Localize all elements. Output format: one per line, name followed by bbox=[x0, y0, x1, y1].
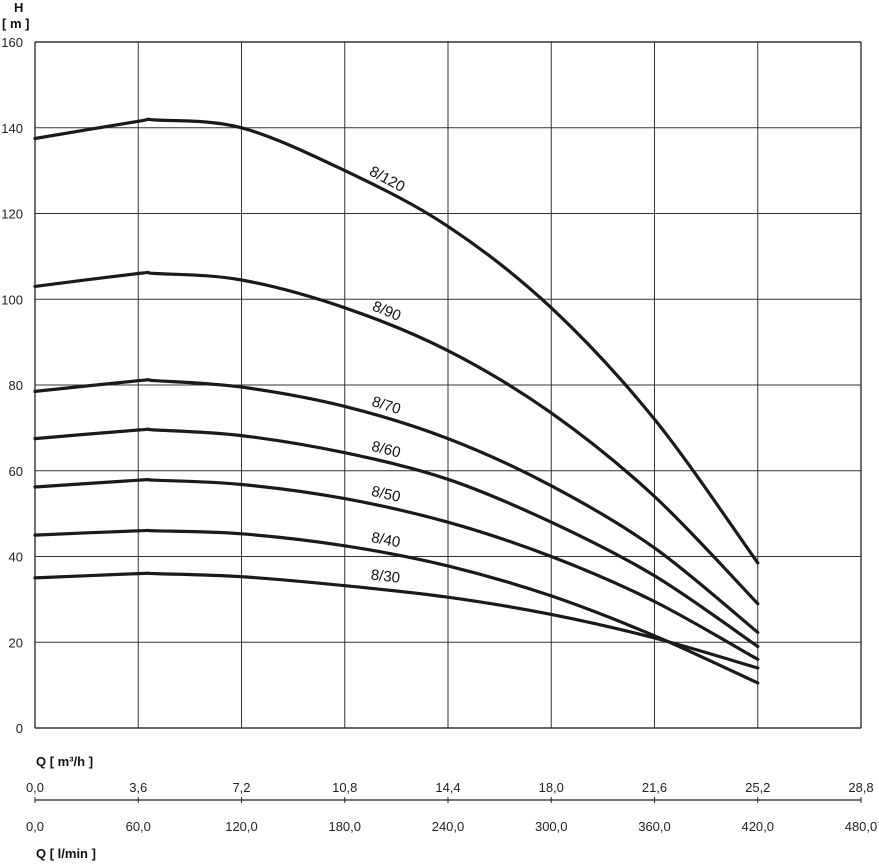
curve-8-40 bbox=[33, 528, 760, 685]
x-axis-secondary: 0,0 60,0 120,0 180,0 240,0 300,0 360,0 420,0 480… bbox=[26, 819, 877, 834]
x-tick-label-m3h: 14,4 bbox=[435, 780, 460, 795]
y-axis-title: H bbox=[14, 0, 23, 15]
curve-8-50 bbox=[33, 477, 760, 661]
curve-8-30 bbox=[33, 571, 760, 670]
curve-8-70 bbox=[33, 378, 760, 634]
x-tick-label-m3h: 18,0 bbox=[539, 780, 564, 795]
curve-label: 8/40 bbox=[370, 529, 402, 551]
curve-label: 8/60 bbox=[370, 438, 403, 462]
y-tick-label: 100 bbox=[1, 292, 23, 307]
x-tick-label-m3h: 21,6 bbox=[642, 780, 667, 795]
curve-label: 8/30 bbox=[370, 567, 401, 587]
x-axis-primary-title: Q [ m³/h ] bbox=[36, 754, 93, 769]
grid-lines bbox=[34, 41, 862, 729]
curve-8-60 bbox=[33, 427, 760, 649]
curve-label: 8/50 bbox=[370, 483, 402, 506]
x-tick-label-m3h: 10,8 bbox=[332, 780, 357, 795]
x-tick-label-lmin: 300,0 bbox=[535, 819, 568, 834]
x-tick-label-lmin: 240,0 bbox=[432, 819, 465, 834]
x-tick-label-lmin: 360,0 bbox=[638, 819, 671, 834]
x-tick-label-m3h: 3,6 bbox=[129, 780, 147, 795]
y-tick-labels: 0 20 40 60 80 100 120 140 160 bbox=[1, 35, 23, 736]
x-tick-label-lmin: 480,0 bbox=[845, 819, 878, 834]
x-tick-label-m3h: 28,8 bbox=[848, 780, 873, 795]
x-tick-label-m3h: 7,2 bbox=[232, 780, 250, 795]
y-tick-label: 20 bbox=[9, 635, 23, 650]
series-curves bbox=[33, 117, 760, 685]
x-tick-label-m3h: 25,2 bbox=[745, 780, 770, 795]
y-tick-label: 80 bbox=[9, 378, 23, 393]
curve-8-90 bbox=[33, 270, 760, 606]
y-tick-label: 160 bbox=[1, 35, 23, 50]
x-tick-label-lmin: 180,0 bbox=[328, 819, 361, 834]
y-tick-label: 0 bbox=[16, 721, 23, 736]
x-tick-label-m3h: 0,0 bbox=[26, 780, 44, 795]
x-axis-secondary-title: Q [ l/min ] bbox=[36, 846, 96, 861]
x-tick-label-lmin: 0,0 bbox=[26, 819, 44, 834]
y-axis-unit: [ m ] bbox=[2, 16, 29, 31]
y-tick-label: 40 bbox=[9, 550, 23, 565]
x-tick-label-lmin: 120,0 bbox=[225, 819, 258, 834]
curve-8-120 bbox=[33, 117, 760, 565]
y-tick-label: 60 bbox=[9, 464, 23, 479]
y-tick-label: 140 bbox=[1, 121, 23, 136]
curve-label: 8/90 bbox=[370, 298, 403, 325]
x-tick-label-lmin: 420,0 bbox=[741, 819, 774, 834]
y-tick-label: 120 bbox=[1, 207, 23, 222]
x-axis-primary: 0,0 3,6 7,2 10,8 14,4 18,0 21,6 25,2 28,8 bbox=[26, 780, 874, 803]
x-tick-label-lmin: 60,0 bbox=[126, 819, 151, 834]
